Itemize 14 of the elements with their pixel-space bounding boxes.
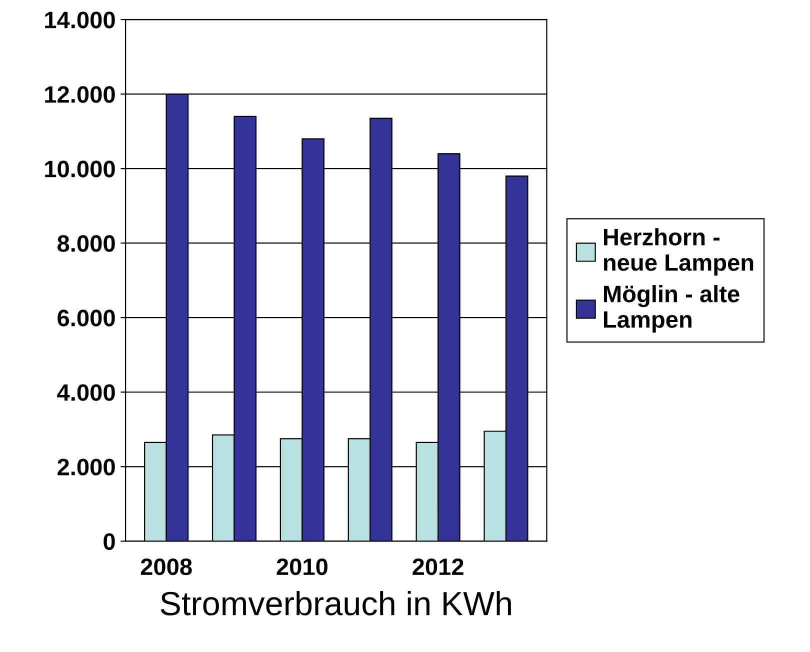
y-tick-label: 6.000	[58, 310, 115, 326]
legend-label: Herzhorn - neue Lampen	[604, 228, 754, 276]
x-tick-label: 2012	[412, 558, 464, 576]
y-tick-label: 2.000	[58, 458, 115, 476]
y-tick-label: 4.000	[57, 384, 115, 401]
x-tick-label: 2008	[140, 558, 192, 576]
y-tick-label: 12.000	[45, 86, 115, 103]
y-tick-label: 14.000	[45, 12, 115, 28]
x-tick-label: 2010	[276, 558, 328, 576]
y-tick-label: 10.000	[45, 160, 115, 178]
x-axis-title: Stromverbrauch in KWh	[160, 590, 511, 616]
y-tick-label: 8.000	[57, 235, 115, 252]
legend-label: Möglin - alte Lampen	[604, 285, 740, 333]
y-tick-label: 0	[104, 533, 115, 550]
